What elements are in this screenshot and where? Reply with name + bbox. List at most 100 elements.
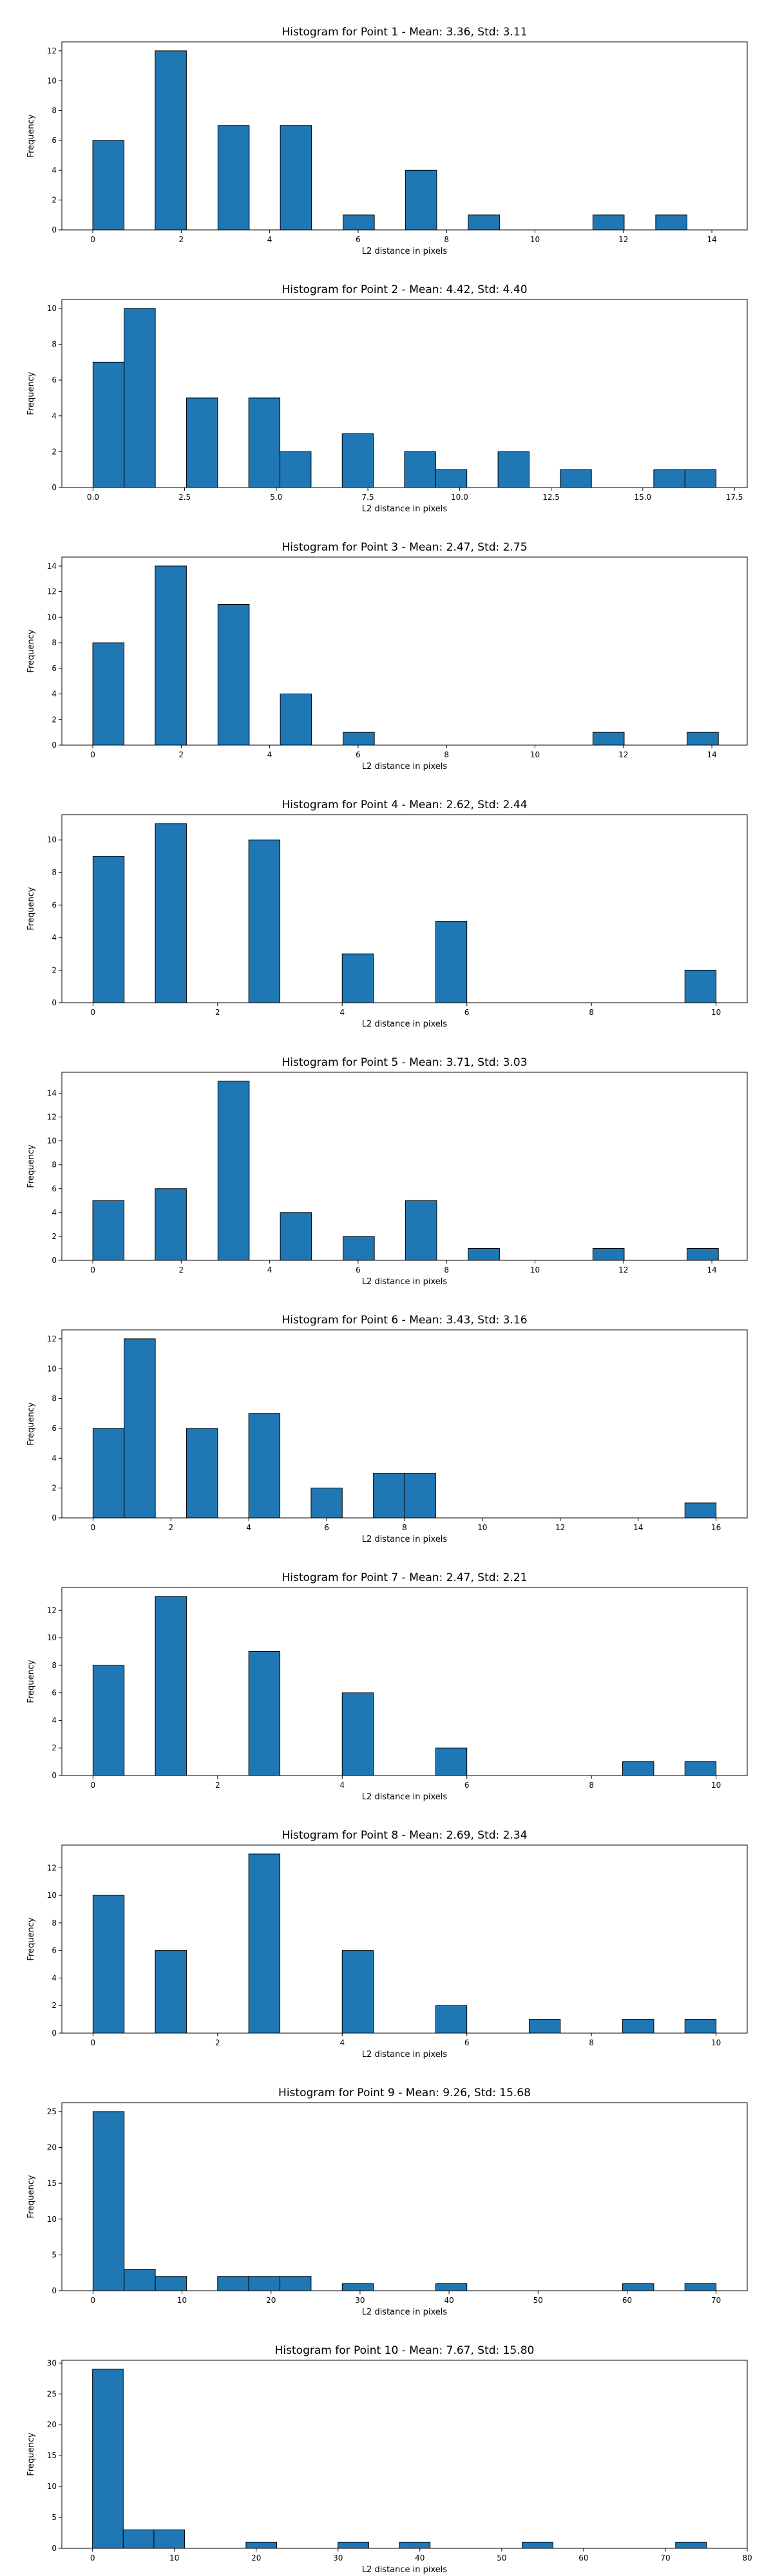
histogram-bar bbox=[468, 214, 500, 231]
x-tick-label: 10 bbox=[169, 2553, 179, 2562]
histogram-bar bbox=[341, 953, 374, 1003]
x-tick-label: 5.0 bbox=[270, 493, 282, 502]
histogram-bar bbox=[684, 2019, 717, 2034]
y-tick-label: 10 bbox=[47, 1633, 57, 1642]
y-tick-label: 4 bbox=[52, 1973, 57, 1982]
x-tick-label: 0 bbox=[91, 2038, 96, 2047]
x-tick-label: 60 bbox=[622, 2296, 632, 2305]
x-tick-label: 60 bbox=[578, 2553, 588, 2562]
x-tick-label: 0 bbox=[90, 2553, 95, 2562]
histogram-bar bbox=[248, 2276, 281, 2291]
x-tick-label: 8 bbox=[589, 1008, 594, 1017]
histogram-bar bbox=[435, 2283, 468, 2291]
y-tick-label: 2 bbox=[52, 1232, 57, 1241]
histogram-chart-9: Histogram for Point 9 - Mean: 9.26, Std:… bbox=[26, 2087, 748, 2317]
x-tick-label: 8 bbox=[444, 235, 449, 244]
x-tick-label: 10 bbox=[711, 2038, 721, 2047]
x-tick-label: 20 bbox=[251, 2553, 261, 2562]
histogram-bar bbox=[435, 469, 468, 488]
y-tick-label: 12 bbox=[47, 1113, 57, 1122]
histogram-bar bbox=[92, 140, 125, 231]
x-tick-label: 10 bbox=[477, 1523, 487, 1532]
y-tick-label: 20 bbox=[47, 2143, 57, 2152]
histogram-bar bbox=[92, 1665, 125, 1776]
y-axis-label: Frequency bbox=[26, 1402, 36, 1445]
chart-title: Histogram for Point 8 - Mean: 2.69, Std:… bbox=[282, 1829, 527, 1842]
x-tick-label: 0 bbox=[90, 750, 95, 759]
y-tick-label: 8 bbox=[52, 638, 57, 647]
x-tick-label: 14 bbox=[707, 235, 716, 244]
histogram-bar bbox=[653, 469, 685, 488]
histogram-bar bbox=[404, 1472, 436, 1519]
histogram-chart-3: Histogram for Point 3 - Mean: 2.47, Std:… bbox=[26, 541, 748, 772]
histogram-bar bbox=[622, 2019, 654, 2034]
plot-frame bbox=[61, 1844, 748, 2034]
y-tick-label: 14 bbox=[47, 562, 57, 571]
histogram-bar bbox=[343, 214, 375, 231]
histogram-bar bbox=[399, 2541, 431, 2549]
y-tick-label: 0 bbox=[52, 998, 57, 1007]
histogram-bar bbox=[373, 1472, 405, 1519]
histogram-bar bbox=[155, 1950, 187, 2034]
x-tick-label: 80 bbox=[742, 2553, 752, 2562]
y-tick-label: 12 bbox=[47, 1863, 57, 1872]
chart-title: Histogram for Point 1 - Mean: 3.36, Std:… bbox=[282, 26, 527, 39]
x-tick-label: 50 bbox=[533, 2296, 543, 2305]
y-tick-label: 0 bbox=[52, 2286, 57, 2295]
histogram-bar bbox=[153, 2529, 186, 2549]
histogram-bar bbox=[248, 1413, 281, 1519]
histogram-bar bbox=[622, 2283, 654, 2291]
x-tick-label: 12 bbox=[618, 1265, 628, 1274]
x-tick-label: 4 bbox=[339, 2038, 345, 2047]
x-tick-label: 2 bbox=[215, 2038, 220, 2047]
y-tick-label: 6 bbox=[52, 664, 57, 673]
histogram-chart-5: Histogram for Point 5 - Mean: 3.71, Std:… bbox=[26, 1056, 748, 1287]
plot-frame bbox=[61, 1587, 748, 1776]
histogram-bar bbox=[435, 921, 468, 1003]
x-tick-label: 6 bbox=[356, 1265, 361, 1274]
x-tick-label: 14 bbox=[707, 1265, 716, 1274]
y-tick-label: 4 bbox=[52, 1716, 57, 1725]
x-tick-label: 10 bbox=[711, 1781, 721, 1790]
x-tick-label: 4 bbox=[267, 750, 272, 759]
y-tick-label: 12 bbox=[47, 1334, 57, 1343]
histogram-bar bbox=[280, 451, 312, 488]
x-tick-label: 10 bbox=[530, 750, 540, 759]
x-tick-label: 8 bbox=[402, 1523, 407, 1532]
histogram-bar bbox=[122, 2529, 155, 2549]
x-tick-label: 14 bbox=[633, 1523, 643, 1532]
plot-frame bbox=[61, 556, 748, 746]
histogram-bar bbox=[92, 1428, 125, 1519]
x-axis-label: L2 distance in pixels bbox=[362, 1277, 448, 1287]
histogram-bar bbox=[248, 1853, 281, 2034]
histogram-chart-8: Histogram for Point 8 - Mean: 2.69, Std:… bbox=[26, 1829, 748, 2060]
x-tick-label: 2 bbox=[215, 1781, 220, 1790]
histogram-chart-1: Histogram for Point 1 - Mean: 3.36, Std:… bbox=[26, 26, 748, 256]
histogram-bar bbox=[155, 2276, 187, 2291]
histogram-bar bbox=[343, 732, 375, 746]
histogram-bar bbox=[675, 2541, 707, 2549]
x-tick-label: 12.5 bbox=[542, 493, 560, 502]
y-tick-label: 8 bbox=[52, 1661, 57, 1670]
histogram-bar bbox=[248, 397, 281, 488]
y-axis-label: Frequency bbox=[26, 629, 36, 672]
histogram-bar bbox=[684, 969, 717, 1003]
chart-title: Histogram for Point 6 - Mean: 3.43, Std:… bbox=[282, 1314, 527, 1327]
x-tick-label: 4 bbox=[267, 235, 272, 244]
y-tick-label: 25 bbox=[47, 2389, 57, 2398]
chart-title: Histogram for Point 3 - Mean: 2.47, Std:… bbox=[282, 541, 527, 554]
chart-title: Histogram for Point 4 - Mean: 2.62, Std:… bbox=[282, 799, 527, 811]
x-tick-label: 30 bbox=[333, 2553, 343, 2562]
y-tick-label: 2 bbox=[52, 715, 57, 724]
histogram-bar bbox=[528, 2019, 561, 2034]
y-tick-label: 25 bbox=[47, 2107, 57, 2116]
y-tick-label: 0 bbox=[52, 483, 57, 492]
histogram-bar bbox=[622, 1761, 654, 1776]
histogram-bar bbox=[155, 1596, 187, 1776]
y-tick-label: 10 bbox=[47, 1364, 57, 1373]
y-tick-label: 4 bbox=[52, 933, 57, 942]
y-tick-label: 5 bbox=[52, 2250, 57, 2259]
histogram-bar bbox=[186, 397, 218, 488]
y-tick-label: 10 bbox=[47, 2482, 57, 2491]
histogram-bar bbox=[592, 1247, 625, 1261]
